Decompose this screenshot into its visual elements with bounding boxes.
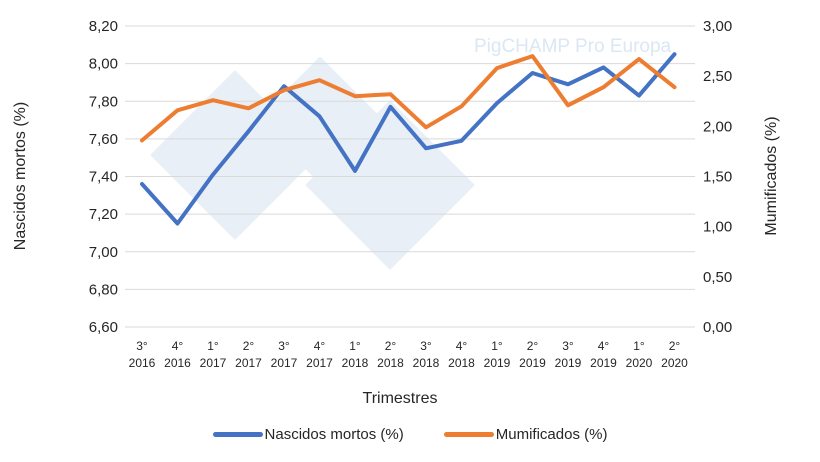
y-axis-title: Nascidos mortos (%) bbox=[12, 102, 29, 250]
y2-tick-label: 0,50 bbox=[703, 269, 732, 286]
x-tick-quarter: 2° bbox=[527, 339, 539, 353]
x-tick-quarter: 1° bbox=[491, 339, 503, 353]
y-tick-label: 7,20 bbox=[89, 206, 118, 223]
x-tick-year: 2017 bbox=[200, 356, 227, 370]
x-tick-year: 2020 bbox=[626, 356, 653, 370]
x-tick-year: 2018 bbox=[377, 356, 404, 370]
x-tick-year: 2018 bbox=[342, 356, 369, 370]
x-tick-quarter: 2° bbox=[385, 339, 397, 353]
y2-tick-label: 1,50 bbox=[703, 169, 732, 186]
x-tick-quarter: 1° bbox=[349, 339, 361, 353]
y2-tick-label: 1,00 bbox=[703, 219, 732, 236]
legend-label: Mumificados (%) bbox=[495, 426, 608, 443]
x-tick-year: 2019 bbox=[590, 356, 617, 370]
watermark-text: PigCHAMP Pro Europa bbox=[474, 36, 672, 57]
legend-label: Nascidos mortos (%) bbox=[264, 426, 404, 443]
y2-tick-label: 0,00 bbox=[703, 319, 732, 336]
series-line-mumificados bbox=[140, 54, 677, 143]
x-tick-year: 2017 bbox=[235, 356, 262, 370]
y-tick-label: 8,00 bbox=[89, 56, 118, 73]
x-tick-year: 2017 bbox=[271, 356, 298, 370]
y-tick-label: 8,20 bbox=[89, 18, 118, 35]
x-tick-quarter: 4° bbox=[456, 339, 468, 353]
legend-swatch-blue bbox=[212, 432, 263, 437]
x-tick-year: 2019 bbox=[555, 356, 582, 370]
y2-tick-label: 2,50 bbox=[703, 68, 732, 85]
x-tick-quarter: 2° bbox=[669, 339, 681, 353]
x-tick-quarter: 1° bbox=[207, 339, 219, 353]
x-tick-quarter: 1° bbox=[633, 339, 645, 353]
x-axis-title: Trimestres bbox=[363, 390, 438, 407]
x-tick-year: 2019 bbox=[519, 356, 546, 370]
y2-axis-title: Mumificados (%) bbox=[763, 116, 780, 235]
legend-item-nascidos-mortos: Nascidos mortos (%) bbox=[212, 426, 404, 443]
x-tick-quarter: 4° bbox=[172, 339, 184, 353]
x-tick-year: 2018 bbox=[413, 356, 440, 370]
x-tick-year: 2016 bbox=[129, 356, 156, 370]
x-tick-year: 2019 bbox=[484, 356, 511, 370]
x-tick-year: 2018 bbox=[448, 356, 475, 370]
x-tick-quarter: 2° bbox=[243, 339, 255, 353]
series-line-nascidos-mortos bbox=[140, 52, 677, 226]
y-tick-label: 6,80 bbox=[89, 281, 118, 298]
x-tick-quarter: 3° bbox=[136, 339, 148, 353]
x-tick-quarter: 4° bbox=[314, 339, 326, 353]
y-tick-label: 7,00 bbox=[89, 244, 118, 261]
legend-swatch-orange bbox=[443, 432, 494, 437]
y-tick-label: 6,60 bbox=[89, 319, 118, 336]
x-tick-quarter: 4° bbox=[598, 339, 610, 353]
y2-tick-label: 3,00 bbox=[703, 18, 732, 35]
legend-item-mumificados: Mumificados (%) bbox=[443, 426, 608, 443]
x-tick-year: 2017 bbox=[306, 356, 333, 370]
y-tick-label: 7,80 bbox=[89, 93, 118, 110]
watermark-logo bbox=[150, 56, 475, 270]
x-tick-year: 2020 bbox=[661, 356, 688, 370]
x-tick-quarter: 3° bbox=[420, 339, 432, 353]
x-tick-quarter: 3° bbox=[562, 339, 574, 353]
y-tick-label: 7,40 bbox=[89, 169, 118, 186]
y-tick-label: 7,60 bbox=[89, 131, 118, 148]
y2-tick-label: 2,00 bbox=[703, 118, 732, 135]
legend: Nascidos mortos (%) Mumificados (%) bbox=[0, 426, 820, 443]
x-tick-year: 2016 bbox=[164, 356, 191, 370]
x-tick-quarter: 3° bbox=[278, 339, 290, 353]
